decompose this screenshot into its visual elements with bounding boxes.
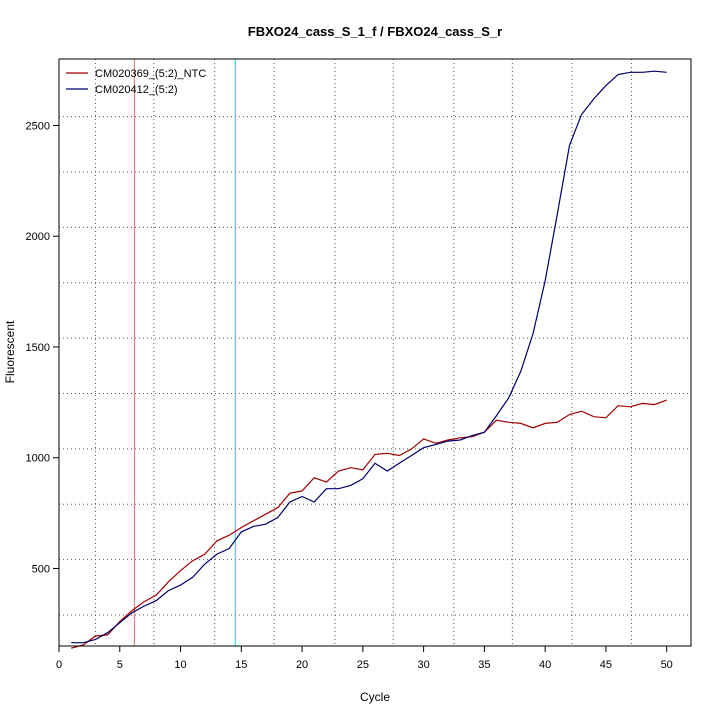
series-line xyxy=(71,70,667,644)
x-tick-label: 20 xyxy=(296,659,308,671)
x-tick-label: 15 xyxy=(235,659,247,671)
x-tick-label: 30 xyxy=(417,659,429,671)
y-tick-label: 1500 xyxy=(26,342,50,354)
plot-frame xyxy=(58,58,692,647)
x-tick-label: 10 xyxy=(174,659,186,671)
chart-title: FBXO24_cass_S_1_f / FBXO24_cass_S_r xyxy=(248,24,502,39)
legend-entry: CM020412_(5:2) xyxy=(95,84,178,96)
x-tick-label: 25 xyxy=(357,659,369,671)
legend-entry: CM020369_(5:2)_NTC xyxy=(95,68,206,80)
y-tick-label: 2000 xyxy=(26,231,50,243)
grid xyxy=(59,59,691,646)
x-tick-label: 5 xyxy=(117,659,123,671)
y-tick-label: 1000 xyxy=(26,453,50,465)
legend: CM020369_(5:2)_NTC CM020412_(5:2) xyxy=(66,68,206,96)
y-tick-label: 2500 xyxy=(26,120,50,132)
x-tick-label: 0 xyxy=(56,659,62,671)
x-tick-label: 50 xyxy=(661,659,673,671)
x-tick-label: 45 xyxy=(600,659,612,671)
y-axis: 500 1000 1500 2000 2500 xyxy=(26,120,59,575)
y-axis-label: Fluorescent xyxy=(3,320,17,383)
x-tick-label: 40 xyxy=(539,659,551,671)
x-tick-label: 35 xyxy=(478,659,490,671)
series-line xyxy=(71,399,667,649)
threshold-lines xyxy=(133,59,236,646)
y-tick-label: 500 xyxy=(32,563,50,575)
x-axis: 0 5 10 15 20 25 30 35 40 45 50 xyxy=(56,646,673,671)
series-lines xyxy=(71,70,667,649)
x-axis-label: Cycle xyxy=(360,690,390,704)
